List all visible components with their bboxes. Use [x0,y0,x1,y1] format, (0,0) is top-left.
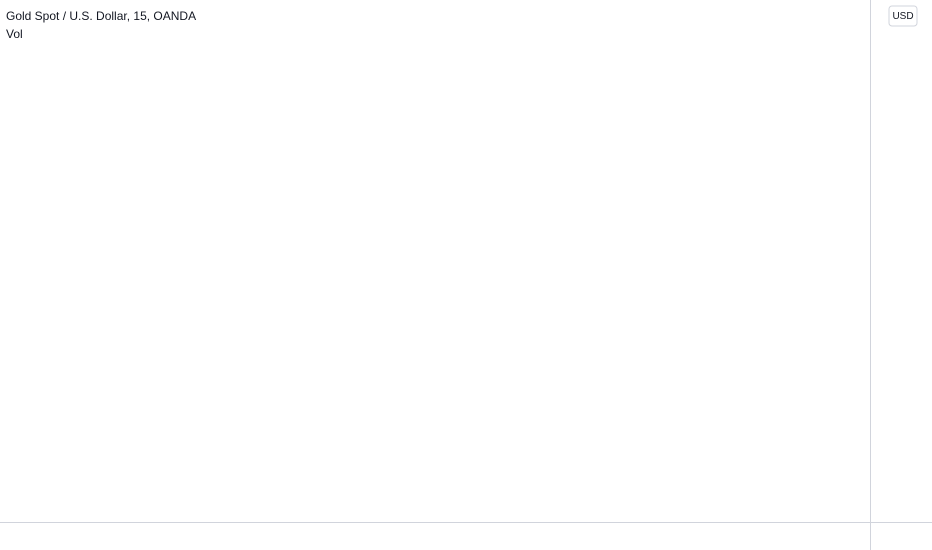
currency-label[interactable]: USD [892,11,913,22]
currency-button[interactable] [888,5,918,27]
chart-title: Gold Spot / U.S. Dollar, 15, OANDA [6,9,196,23]
volume-label: Vol [6,27,23,41]
